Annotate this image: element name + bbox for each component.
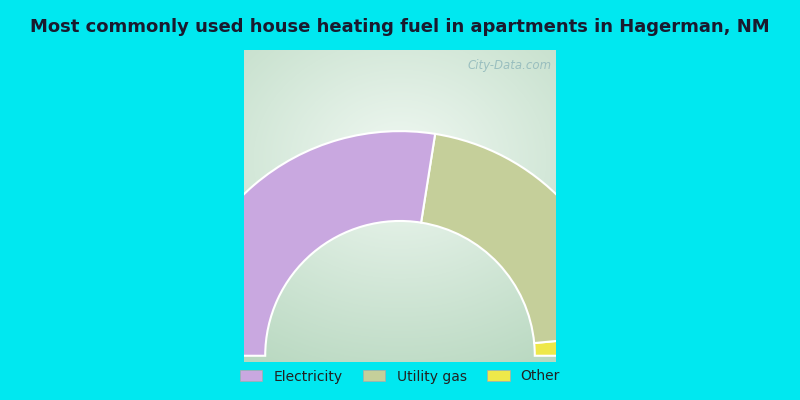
Text: City-Data.com: City-Data.com [467,59,551,72]
Wedge shape [421,134,624,343]
Wedge shape [175,131,435,356]
Wedge shape [534,335,625,356]
Legend: Electricity, Utility gas, Other: Electricity, Utility gas, Other [234,364,566,389]
Text: Most commonly used house heating fuel in apartments in Hagerman, NM: Most commonly used house heating fuel in… [30,18,770,36]
